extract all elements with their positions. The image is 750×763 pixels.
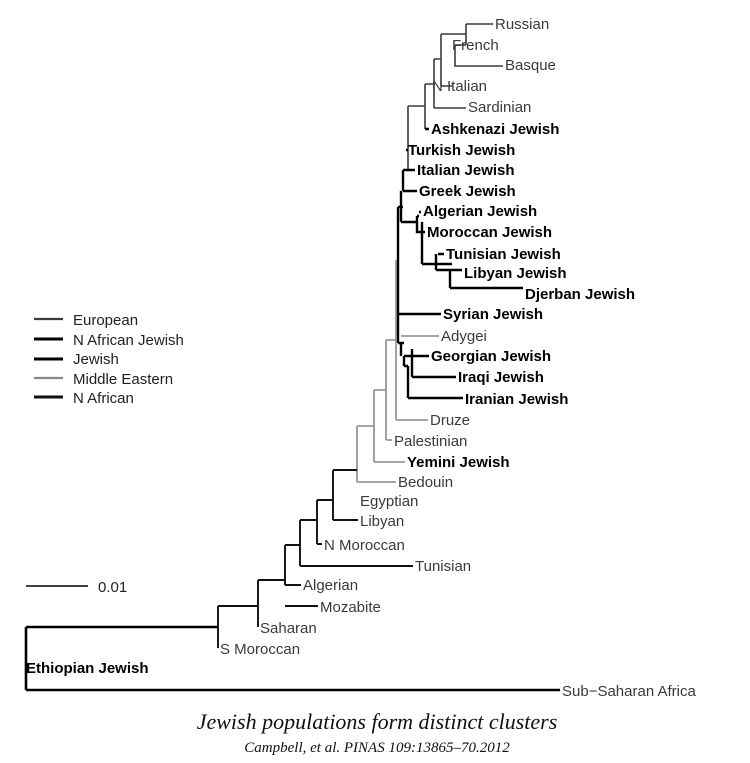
legend-label: Middle Eastern [73,371,173,388]
leaf-label: Sub−Saharan Africa [562,683,697,700]
leaf-label: N Italian [432,78,487,95]
leaf-label: Tunisian [415,558,471,575]
leaf-label: Yemini Jewish [407,454,510,471]
legend-label: N African Jewish [73,332,184,349]
leaf-label: Libyan [360,513,404,530]
leaf-label: S Moroccan [220,641,300,658]
leaf-label: Moroccan Jewish [427,224,552,241]
leaf-label: Iranian Jewish [465,391,568,408]
caption: Jewish populations form distinct cluster… [197,709,558,756]
leaf-label: Iraqi Jewish [458,369,544,386]
leaf-label: Turkish Jewish [408,142,515,159]
caption-title: Jewish populations form distinct cluster… [197,709,558,734]
leaf-label: Libyan Jewish [464,265,567,282]
leaf-label: Mozabite [320,599,381,616]
leaf-label: Saharan [260,620,317,637]
tree-leaf-labels: Russian French Basque N Italian Sardinia… [26,16,697,700]
leaf-label: Italian Jewish [417,162,515,179]
leaf-label: Syrian Jewish [443,306,543,323]
scale-bar-label: 0.01 [98,579,127,596]
leaf-label: Algerian [303,577,358,594]
leaf-label: Adygei [441,328,487,345]
legend-label: Jewish [73,351,119,368]
leaf-label: Greek Jewish [419,183,516,200]
leaf-label: French [452,37,499,54]
leaf-label: Russian [495,16,549,33]
leaf-label: Basque [505,57,556,74]
tree-branches [24,23,560,692]
legend-label: N African [73,390,134,407]
leaf-label: Ethiopian Jewish [26,660,149,677]
leaf-label: Tunisian Jewish [446,246,561,263]
leaf-label: Sardinian [468,99,531,116]
leaf-label: Ashkenazi Jewish [431,121,559,138]
leaf-label: Georgian Jewish [431,348,551,365]
caption-citation: Campbell, et al. PINAS 109:13865–70.2012 [244,740,510,756]
leaf-label: N Moroccan [324,537,405,554]
leaf-label: Palestinian [394,433,467,450]
leaf-label: Bedouin [398,474,453,491]
legend: European N African Jewish Jewish Middle … [34,312,184,407]
leaf-label: Algerian Jewish [423,203,537,220]
leaf-label: Druze [430,412,470,429]
leaf-label: Djerban Jewish [525,286,635,303]
scale-bar: 0.01 [26,579,127,596]
legend-label: European [73,312,138,329]
leaf-label: Egyptian [360,493,418,510]
